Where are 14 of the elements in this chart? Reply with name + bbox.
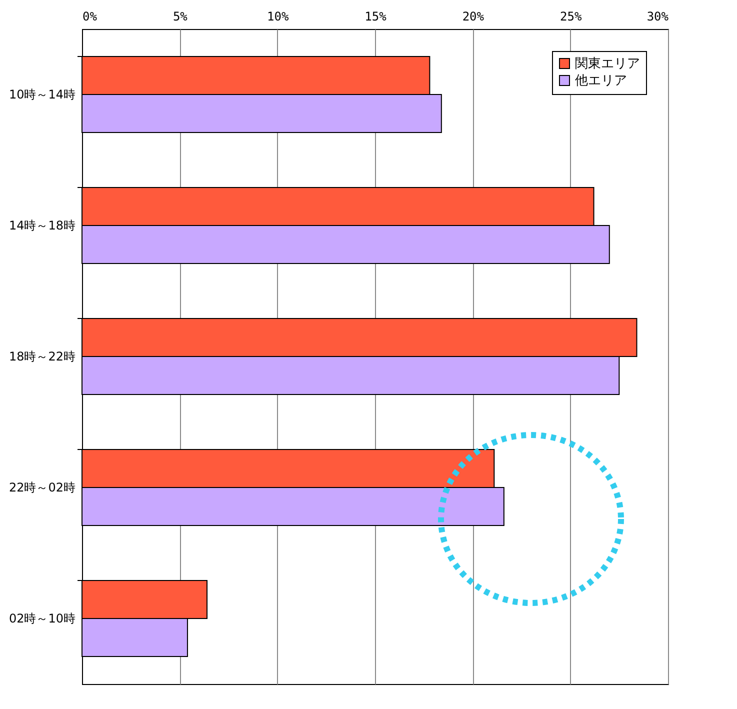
y-tick-label: 18時～22時 — [8, 350, 76, 364]
legend-label: 関東エリア — [575, 56, 640, 72]
x-tick-label: 5% — [172, 10, 188, 24]
x-tick-label: 15% — [364, 10, 388, 24]
y-tick-label: 02時～10時 — [8, 612, 76, 626]
y-tick-label: 14時～18時 — [8, 218, 76, 232]
y-tick-label: 10時～14時 — [8, 88, 76, 102]
y-tick-label: 22時～02時 — [8, 480, 76, 494]
x-tick-label: 0% — [82, 10, 98, 24]
x-tick-label: 20% — [462, 10, 485, 24]
x-tick-label: 25% — [560, 10, 582, 24]
x-tick-label: 30% — [646, 10, 670, 24]
x-tick-label: 10% — [266, 10, 290, 24]
legend-label: 他エリア — [575, 74, 627, 88]
